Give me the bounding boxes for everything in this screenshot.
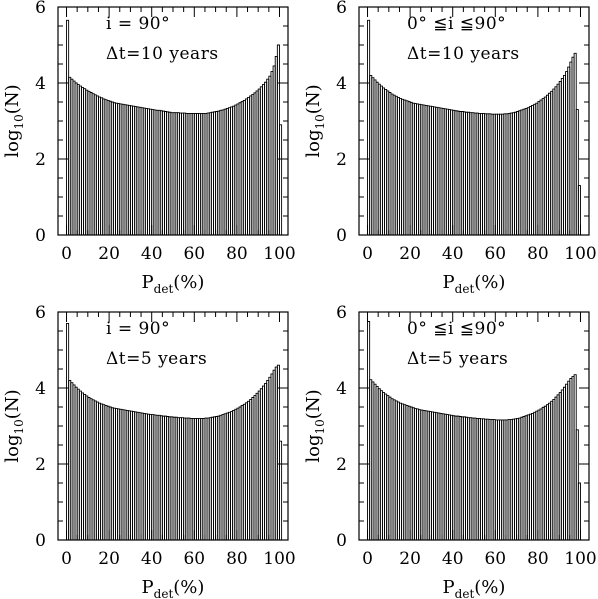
x-axis-label: Pdet(%): [142, 577, 205, 599]
chart-panel-3: 0 20 40 60 80 100 0 2 4 6 Pdet(%) log10(N) i = 90° Δt…: [2, 303, 296, 599]
x-tick-label: 100: [564, 549, 596, 569]
x-axis-label: Pdet(%): [443, 577, 506, 599]
y-tick-label: 0: [35, 226, 46, 246]
x-tick-label: 60: [484, 244, 506, 264]
x-tick-label: 80: [226, 244, 248, 264]
x-tick-label: 0: [362, 549, 373, 569]
x-tick-label: 20: [98, 549, 120, 569]
x-tick-label: 100: [263, 244, 295, 264]
panel-annotation: 0° ≦i ≦90°: [407, 14, 506, 34]
y-tick-label: 4: [336, 74, 347, 94]
x-axis-label: Pdet(%): [443, 272, 506, 296]
x-tick-label: 20: [98, 244, 120, 264]
x-tick-label: 80: [527, 244, 549, 264]
panel-annotation: Δt=5 years: [407, 349, 508, 369]
x-tick-label: 40: [141, 549, 163, 569]
y-tick-label: 4: [35, 74, 46, 94]
chart-panel-4: 0 20 40 60 80 100 0 2 4 6 Pdet(%) log10(N) 0° ≦i ≦90…: [303, 303, 597, 599]
x-tick-label: 60: [484, 549, 506, 569]
y-axis-label: log10(N): [2, 389, 26, 462]
panel-annotation: 0° ≦i ≦90°: [407, 319, 506, 339]
x-tick-label: 100: [263, 549, 295, 569]
histogram-bar: [575, 109, 579, 235]
x-tick-label: 80: [527, 549, 549, 569]
y-tick-label: 4: [336, 379, 347, 399]
panel-annotation: i = 90°: [106, 319, 170, 339]
histogram-bar: [577, 482, 581, 540]
panel-annotation: Δt=5 years: [106, 349, 207, 369]
y-tick-label: 0: [336, 226, 347, 246]
x-tick-label: 0: [61, 549, 72, 569]
x-tick-label: 80: [226, 549, 248, 569]
x-tick-label: 100: [564, 244, 596, 264]
histogram-bar: [279, 440, 283, 540]
y-tick-label: 6: [336, 0, 347, 18]
y-tick-label: 6: [35, 303, 46, 323]
x-tick-label: 60: [183, 549, 205, 569]
y-tick-label: 0: [35, 531, 46, 551]
x-tick-label: 40: [442, 549, 464, 569]
x-axis-label: Pdet(%): [142, 272, 205, 296]
histogram-bar: [279, 124, 283, 235]
x-tick-label: 20: [399, 549, 421, 569]
y-tick-label: 6: [336, 303, 347, 323]
x-tick-label: 60: [183, 244, 205, 264]
panel-annotation: i = 90°: [106, 14, 170, 34]
y-tick-label: 2: [336, 455, 347, 475]
x-tick-label: 40: [141, 244, 163, 264]
panel-annotation: Δt=10 years: [106, 44, 219, 64]
chart-panel-1: 0 20 40 60 80 100 0 2 4 6 Pdet(%) log10(N) i = 90° Δt…: [2, 0, 296, 296]
x-tick-label: 0: [362, 244, 373, 264]
y-tick-label: 0: [336, 531, 347, 551]
x-tick-label: 40: [442, 244, 464, 264]
y-tick-label: 6: [35, 0, 46, 18]
x-tick-label: 0: [61, 244, 72, 264]
histogram-bar: [577, 185, 581, 235]
y-axis-label: log10(N): [303, 389, 327, 462]
y-axis-label: log10(N): [303, 84, 327, 157]
chart-panel-2: 0 20 40 60 80 100 0 2 4 6 Pdet(%) log10(N) 0° ≦i ≦90…: [303, 0, 597, 296]
panel-annotation: Δt=10 years: [407, 44, 520, 64]
y-tick-label: 2: [35, 455, 46, 475]
y-tick-label: 2: [35, 150, 46, 170]
y-tick-label: 4: [35, 379, 46, 399]
y-axis-label: log10(N): [2, 84, 26, 157]
x-tick-label: 20: [399, 244, 421, 264]
y-tick-label: 2: [336, 150, 347, 170]
